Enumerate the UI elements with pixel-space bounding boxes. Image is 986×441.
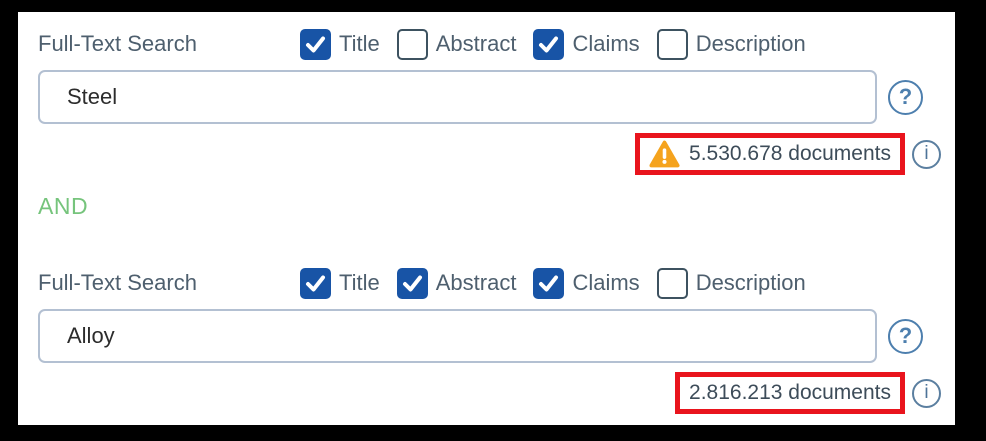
field-row: Full-Text Search Title Abstract xyxy=(38,267,923,299)
field-type-label: Full-Text Search xyxy=(38,31,197,56)
checkbox-label: Title xyxy=(339,270,380,295)
checkbox-item-title[interactable]: Title xyxy=(300,28,380,60)
claims-checkbox[interactable] xyxy=(533,28,565,60)
checkbox-label: Abstract xyxy=(435,270,517,295)
checkbox-item-abstract[interactable]: Abstract xyxy=(396,267,517,299)
query-input-row: ? xyxy=(38,309,923,363)
search-form-panel: Full-Text Search Title Abstract xyxy=(18,12,955,425)
search-criterion-2: Full-Text Search Title Abstract xyxy=(38,267,941,414)
checkmark-icon xyxy=(539,275,559,291)
checkbox-label: Abstract xyxy=(435,31,517,56)
field-checkbox-group: Title Abstract Claims xyxy=(300,28,806,60)
checkbox-item-abstract[interactable]: Abstract xyxy=(396,28,517,60)
checkbox-label: Claims xyxy=(572,31,640,56)
help-icon[interactable]: ? xyxy=(888,318,923,354)
checkmark-icon xyxy=(539,36,559,52)
description-checkbox[interactable] xyxy=(656,267,688,299)
document-count: 2.816.213 documents xyxy=(689,381,891,404)
search-criterion-1: Full-Text Search Title Abstract xyxy=(38,28,941,175)
field-row: Full-Text Search Title Abstract xyxy=(38,28,923,60)
checkbox-item-claims[interactable]: Claims xyxy=(533,267,640,299)
search-query-input[interactable] xyxy=(38,309,877,363)
search-query-input[interactable] xyxy=(38,70,877,124)
claims-checkbox[interactable] xyxy=(533,267,565,299)
checkbox-label: Description xyxy=(695,31,806,56)
checkmark-icon xyxy=(306,36,325,52)
abstract-checkbox[interactable] xyxy=(396,28,428,60)
checkbox-item-claims[interactable]: Claims xyxy=(533,28,640,60)
title-checkbox[interactable] xyxy=(300,267,331,299)
result-count-highlight-box: 2.816.213 documents xyxy=(675,372,905,414)
result-count-highlight-box: 5.530.678 documents xyxy=(635,133,905,175)
search-form-content: Full-Text Search Title Abstract xyxy=(18,12,941,414)
help-icon[interactable]: ? xyxy=(888,79,923,115)
boolean-operator: AND xyxy=(38,193,89,219)
info-icon[interactable]: i xyxy=(912,378,941,408)
checkmark-icon xyxy=(402,275,422,291)
checkbox-item-description[interactable]: Description xyxy=(656,267,806,299)
description-checkbox[interactable] xyxy=(656,28,688,60)
checkmark-icon xyxy=(306,275,325,291)
checkbox-item-title[interactable]: Title xyxy=(300,267,380,299)
checkbox-item-description[interactable]: Description xyxy=(656,28,806,60)
field-type-label: Full-Text Search xyxy=(38,270,197,295)
title-checkbox[interactable] xyxy=(300,28,331,60)
result-count-row: 2.816.213 documents i xyxy=(38,372,941,414)
warning-icon xyxy=(649,140,680,168)
query-input-row: ? xyxy=(38,70,923,124)
checkbox-label: Title xyxy=(339,31,380,56)
abstract-checkbox[interactable] xyxy=(396,267,428,299)
info-icon[interactable]: i xyxy=(912,139,941,169)
checkbox-label: Description xyxy=(695,270,806,295)
document-count: 5.530.678 documents xyxy=(689,142,891,165)
field-checkbox-group: Title Abstract Claims xyxy=(300,267,806,299)
result-count-row: 5.530.678 documents i xyxy=(38,133,941,175)
checkbox-label: Claims xyxy=(572,270,640,295)
